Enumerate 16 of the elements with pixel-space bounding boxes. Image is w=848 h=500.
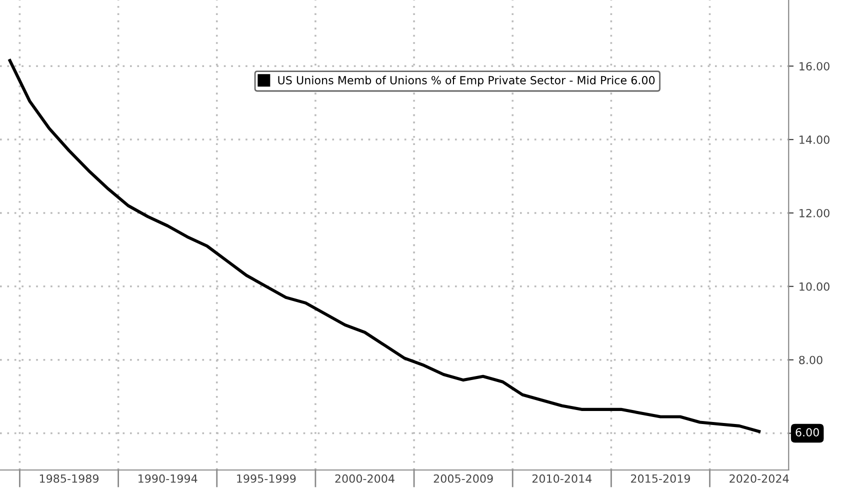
annotation: 6.00	[796, 428, 819, 437]
x-tick-label: 2005-2009	[434, 474, 493, 483]
y-tick-label: 14.00	[800, 136, 830, 144]
line-series	[8, 59, 761, 433]
x-tick-label: 2015-2019	[631, 474, 690, 483]
x-tick-label: 1990-1994	[138, 474, 198, 483]
y-tick-label: 12.00	[800, 208, 830, 218]
y-tick-label: 16.00	[800, 62, 830, 70]
x-tick-label: 2020-2024	[730, 474, 789, 483]
x-tick-label: 1985-1989	[40, 474, 99, 483]
y-tick-label: 10.00	[800, 282, 830, 291]
x-tick-label: 2000-2004	[335, 474, 394, 483]
y-tick-label: 8.00	[799, 356, 822, 364]
x-tick-label: 2010-2014	[532, 474, 592, 483]
legend-label: US Unions Memb of Unions % of Emp Private Sector - Mid Price 6.00	[278, 76, 655, 87]
x-tick-label: 1995-1999	[237, 474, 296, 483]
